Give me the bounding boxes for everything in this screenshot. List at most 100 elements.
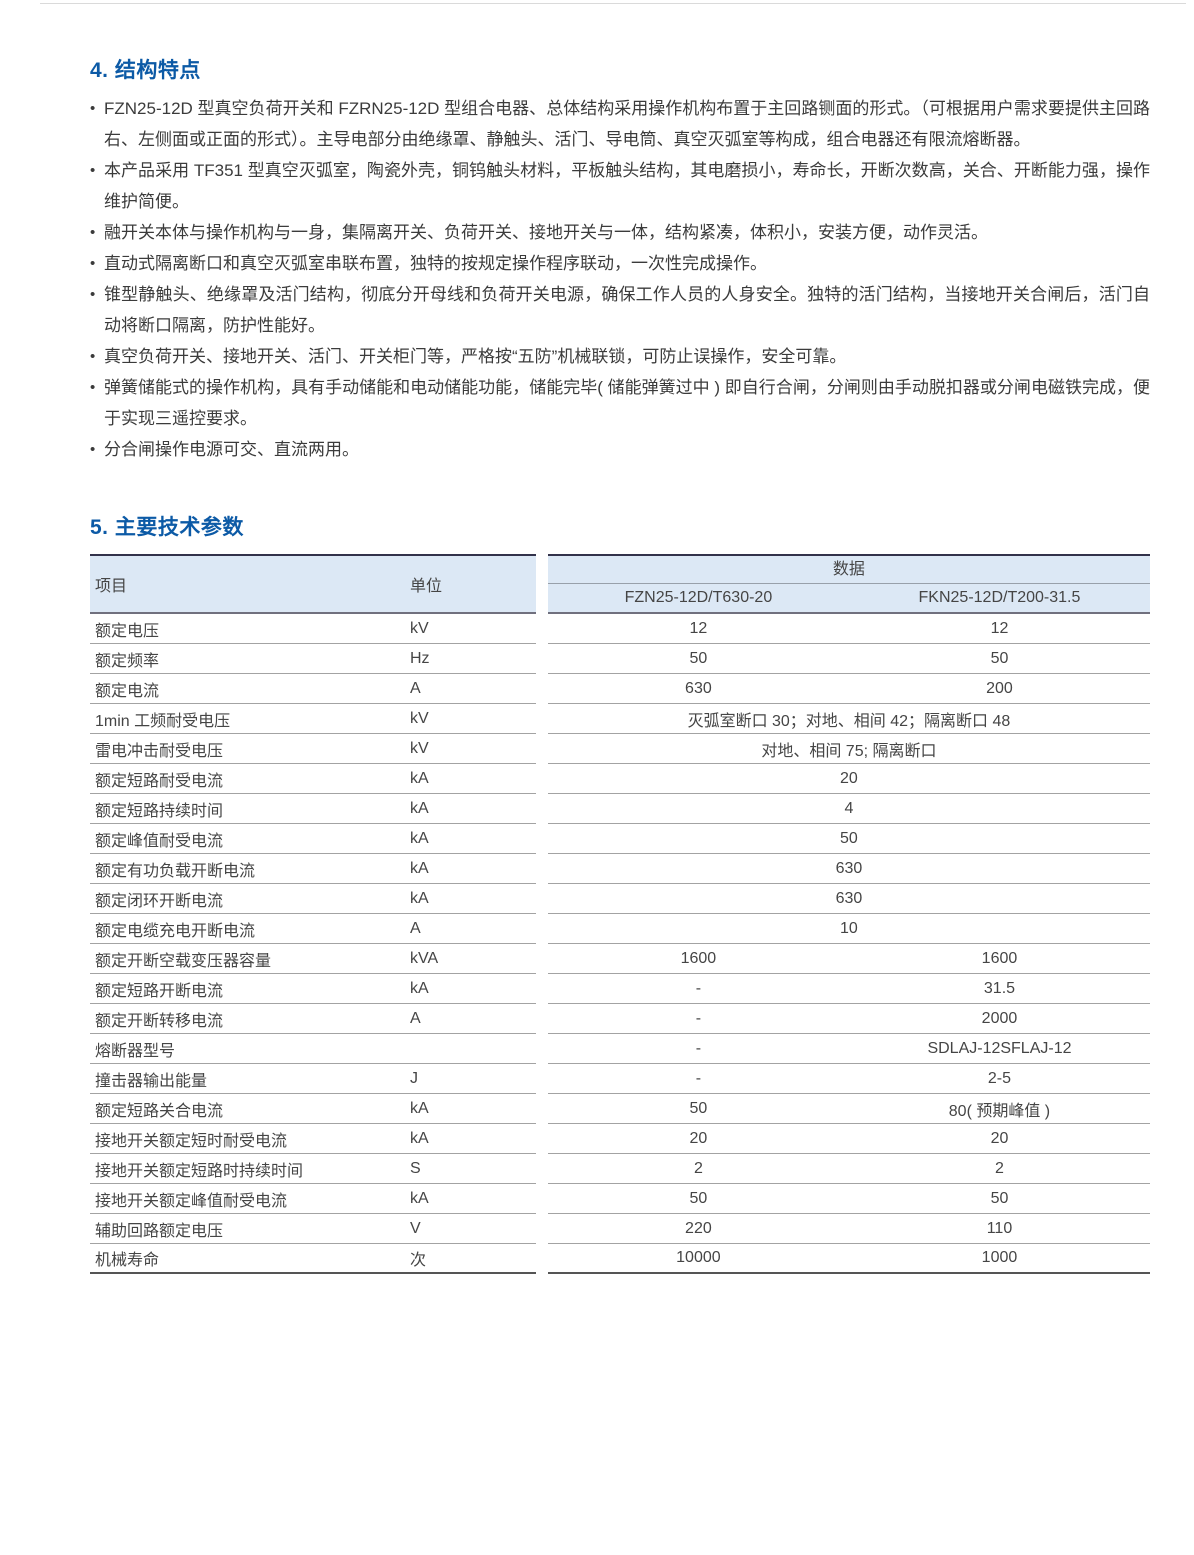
column-header-data-group: 数据 bbox=[547, 556, 1150, 584]
cell-unit: J bbox=[410, 1069, 418, 1087]
feature-bullet: • 真空负荷开关、接地开关、活门、开关柜门等，严格按“五防”机械联锁，可防止误操作… bbox=[90, 341, 1150, 372]
bullet-glyph: • bbox=[90, 255, 96, 272]
column-header-unit: 单位 bbox=[410, 578, 443, 595]
row-right-block: 20 20 bbox=[547, 1124, 1150, 1154]
cell-value-model1: - bbox=[695, 1069, 702, 1087]
cell-item: 额定峰值耐受电流 bbox=[95, 832, 224, 850]
row-right-block: - 2-5 bbox=[547, 1064, 1150, 1094]
cell-unit: kA bbox=[410, 979, 429, 997]
table-row: 额定峰值耐受电流 kA 50 bbox=[90, 824, 1150, 854]
feature-bullet: • 融开关本体与操作机构与一身，集隔离开关、负荷开关、接地开关与一体，结构紧凑，体… bbox=[90, 217, 1150, 248]
table-row: 接地开关额定短路时持续时间 S 2 2 bbox=[90, 1154, 1150, 1184]
cell-value-span: 4 bbox=[844, 799, 854, 817]
cell-value-model1: - bbox=[695, 979, 702, 997]
table-row: 额定有功负载开断电流 kA 630 bbox=[90, 854, 1150, 884]
row-left-block: 接地开关额定短路时持续时间 S bbox=[90, 1154, 536, 1184]
row-left-block: 额定峰值耐受电流 kA bbox=[90, 824, 536, 854]
cell-unit: kA bbox=[410, 859, 429, 877]
table-row: 辅助回路额定电压 V 220 110 bbox=[90, 1214, 1150, 1244]
cell-item: 额定短路耐受电流 bbox=[95, 772, 224, 790]
cell-value-span: 630 bbox=[835, 889, 863, 907]
row-right-block: - 31.5 bbox=[547, 974, 1150, 1004]
cell-item: 额定电流 bbox=[95, 682, 160, 700]
cell-value-model2: 200 bbox=[986, 679, 1013, 697]
row-left-block: 额定闭环开断电流 kA bbox=[90, 884, 536, 914]
model-header-row: FZN25-12D/T630-20 FKN25-12D/T200-31.5 bbox=[548, 584, 1150, 612]
cell-unit: S bbox=[410, 1159, 421, 1177]
cell-item: 熔断器型号 bbox=[95, 1042, 176, 1060]
row-left-block: 额定短路持续时间 kA bbox=[90, 794, 536, 824]
cell-value-model1: 1600 bbox=[680, 949, 717, 967]
feature-bullet-text: 真空负荷开关、接地开关、活门、开关柜门等，严格按“五防”机械联锁，可防止误操作，… bbox=[104, 347, 847, 366]
feature-bullet: • 分合闸操作电源可交、直流两用。 bbox=[90, 434, 1150, 465]
structure-features-list: • FZN25-12D 型真空负荷开关和 FZRN25-12D 型组合电器、总体结… bbox=[90, 93, 1150, 465]
row-left-block: 额定频率 Hz bbox=[90, 644, 536, 674]
cell-unit: kV bbox=[410, 619, 429, 637]
table-header-row: 项目 单位 数据 FZN25-12D/T630-20 FKN25-12D/T20… bbox=[90, 554, 1150, 614]
row-left-block: 额定开断空载变压器容量 kVA bbox=[90, 944, 536, 974]
table-row: 接地开关额定峰值耐受电流 kA 50 50 bbox=[90, 1184, 1150, 1214]
row-left-block: 额定短路关合电流 kA bbox=[90, 1094, 536, 1124]
row-right-block: 1600 1600 bbox=[547, 944, 1150, 974]
cell-value-model2: 1000 bbox=[981, 1249, 1018, 1266]
cell-item: 接地开关额定短路时持续时间 bbox=[95, 1162, 304, 1180]
table-row: 雷电冲击耐受电压 kV 对地、相间 75; 隔离断口 bbox=[90, 734, 1150, 764]
bullet-glyph: • bbox=[90, 100, 96, 117]
row-left-block: 1min 工频耐受电压 kV bbox=[90, 704, 536, 734]
cell-unit: A bbox=[410, 1009, 421, 1027]
bullet-glyph: • bbox=[90, 286, 96, 303]
cell-unit: kA bbox=[410, 889, 429, 907]
cell-item: 额定电压 bbox=[95, 622, 160, 640]
cell-value-model1: 50 bbox=[689, 1189, 708, 1207]
section5-heading: 5. 主要技术参数 bbox=[90, 516, 244, 539]
cell-value-span: 20 bbox=[840, 769, 858, 787]
cell-value-model2: 50 bbox=[990, 649, 1009, 667]
cell-value-span: 10 bbox=[840, 919, 858, 937]
cell-item: 额定闭环开断电流 bbox=[95, 892, 224, 910]
row-right-block: 50 80( 预期峰值 ) bbox=[547, 1094, 1150, 1124]
row-left-block: 额定开断转移电流 A bbox=[90, 1004, 536, 1034]
column-header-model2: FKN25-12D/T200-31.5 bbox=[918, 589, 1081, 606]
feature-bullet: • 本产品采用 TF351 型真空灭弧室，陶瓷外壳，铜钨触头材料，平板触头结构，其… bbox=[90, 155, 1150, 217]
cell-item: 接地开关额定短时耐受电流 bbox=[95, 1132, 288, 1150]
cell-value-model1: 50 bbox=[689, 649, 708, 667]
cell-item: 额定开断空载变压器容量 bbox=[95, 952, 272, 970]
row-left-block: 雷电冲击耐受电压 kV bbox=[90, 734, 536, 764]
feature-bullet-text: 分合闸操作电源可交、直流两用。 bbox=[104, 440, 359, 459]
row-left-block: 熔断器型号 bbox=[90, 1034, 536, 1064]
feature-bullet-text: FZN25-12D 型真空负荷开关和 FZRN25-12D 型组合电器、总体结构… bbox=[104, 99, 1150, 149]
row-left-block: 额定电压 kV bbox=[90, 614, 536, 644]
table-row: 额定短路持续时间 kA 4 bbox=[90, 794, 1150, 824]
cell-value-model1: 2 bbox=[693, 1159, 703, 1177]
technical-parameters-table: 项目 单位 数据 FZN25-12D/T630-20 FKN25-12D/T20… bbox=[90, 554, 1150, 1274]
row-right-block: - 2000 bbox=[547, 1004, 1150, 1034]
feature-bullet-text: 融开关本体与操作机构与一身，集隔离开关、负荷开关、接地开关与一体，结构紧凑，体积… bbox=[104, 223, 988, 242]
cell-value-model1: 220 bbox=[685, 1219, 712, 1237]
cell-value-model2: 2 bbox=[995, 1159, 1004, 1177]
table-row: 撞击器输出能量 J - 2-5 bbox=[90, 1064, 1150, 1094]
row-left-block: 额定电流 A bbox=[90, 674, 536, 704]
cell-value-model2: 20 bbox=[990, 1129, 1009, 1147]
cell-value-span: 灭弧室断口 30；对地、相间 42；隔离断口 48 bbox=[687, 712, 1011, 730]
table-row: 额定电压 kV 12 12 bbox=[90, 614, 1150, 644]
feature-bullet: • 直动式隔离断口和真空灭弧室串联布置，独特的按规定操作程序联动，一次性完成操作。 bbox=[90, 248, 1150, 279]
feature-bullet-text: 本产品采用 TF351 型真空灭弧室，陶瓷外壳，铜钨触头材料，平板触头结构，其电… bbox=[104, 161, 1150, 211]
row-left-block: 机械寿命 次 bbox=[90, 1244, 536, 1274]
section4-heading: 4. 结构特点 bbox=[90, 59, 201, 82]
cell-unit: kV bbox=[410, 709, 429, 727]
cell-unit: kVA bbox=[410, 949, 439, 967]
cell-value-span: 630 bbox=[835, 859, 863, 877]
cell-item: 1min 工频耐受电压 bbox=[95, 712, 231, 730]
cell-value-model2: 31.5 bbox=[983, 979, 1016, 997]
table-row: 额定闭环开断电流 kA 630 bbox=[90, 884, 1150, 914]
table-row: 额定电流 A 630 200 bbox=[90, 674, 1150, 704]
feature-bullet-text: 锥型静触头、绝缘罩及活门结构，彻底分开母线和负荷开关电源，确保工作人员的人身安全… bbox=[104, 285, 1150, 335]
cell-unit: kA bbox=[410, 769, 429, 787]
cell-unit: Hz bbox=[410, 649, 430, 667]
cell-item: 额定短路持续时间 bbox=[95, 802, 224, 820]
row-right-block: 630 200 bbox=[547, 674, 1150, 704]
feature-bullet: • FZN25-12D 型真空负荷开关和 FZRN25-12D 型组合电器、总体结… bbox=[90, 93, 1150, 155]
cell-value-model2: 2000 bbox=[981, 1009, 1018, 1027]
cell-value-model1: 50 bbox=[689, 1099, 708, 1117]
